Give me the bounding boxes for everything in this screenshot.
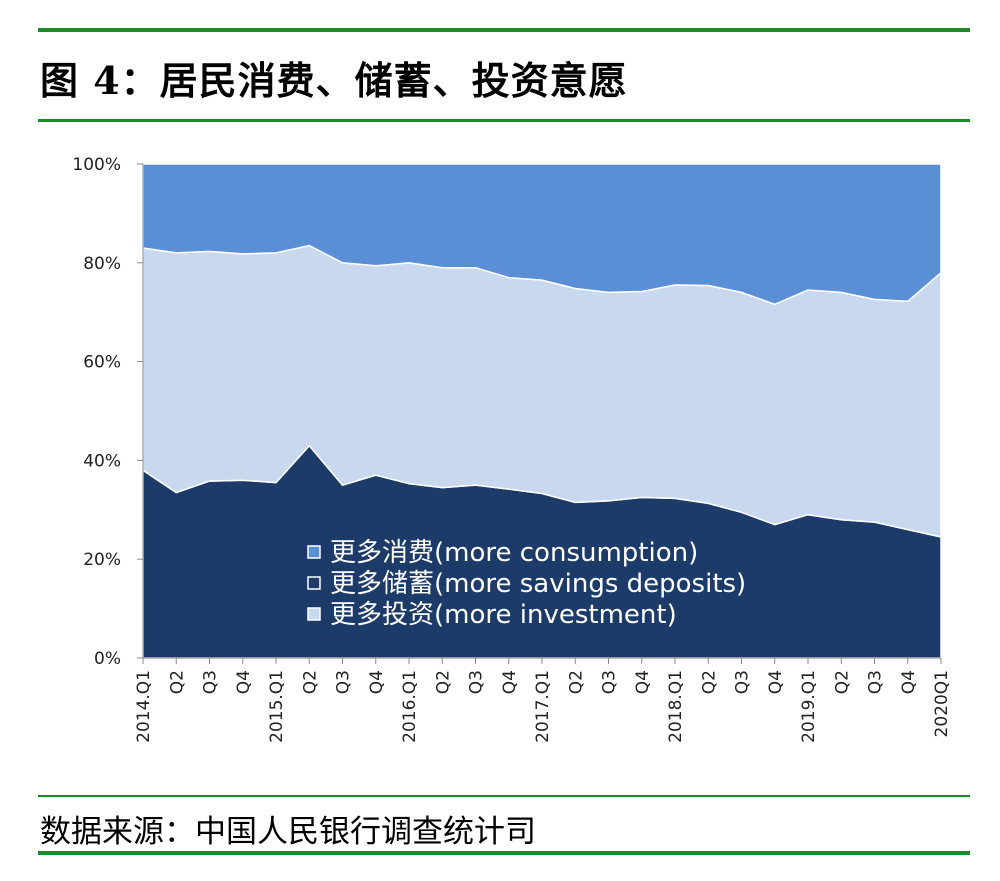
- y-tick-label: 80%: [83, 254, 121, 274]
- legend-swatch-savings: [307, 576, 321, 590]
- legend-label-investment: 更多投资(more investment): [330, 600, 677, 630]
- title-rule: [38, 119, 970, 122]
- legend-label-savings: 更多储蓄(more savings deposits): [330, 569, 746, 599]
- x-tick-label: Q4: [234, 670, 254, 694]
- x-tick-label: Q3: [467, 670, 487, 694]
- x-tick-label: 2019.Q1: [799, 670, 819, 743]
- x-tick-label: 2020Q1: [932, 670, 952, 737]
- data-source: 数据来源：中国人民银行调查统计司: [40, 814, 536, 850]
- x-tick-label: Q3: [733, 670, 753, 694]
- y-tick-label: 20%: [83, 550, 121, 570]
- x-tick-label: 2018.Q1: [666, 670, 686, 743]
- x-tick-label: 2014.Q1: [134, 670, 154, 743]
- area-layers: [142, 163, 942, 659]
- axes: [137, 163, 942, 664]
- area-consumption: [142, 163, 942, 306]
- source-rule-top: [38, 795, 970, 797]
- legend-label-consumption: 更多消费(more consumption): [330, 538, 698, 568]
- x-tick-label: 2017.Q1: [533, 670, 553, 743]
- x-tick-label: Q4: [367, 670, 387, 694]
- x-tick-label: 2015.Q1: [267, 670, 287, 743]
- top-rule: [38, 28, 970, 32]
- x-tick-label: Q4: [766, 670, 786, 694]
- x-tick-label: Q2: [566, 670, 586, 694]
- x-tick-label: 2016.Q1: [400, 670, 420, 743]
- x-tick-label: Q3: [334, 670, 354, 694]
- x-tick-label: Q3: [600, 670, 620, 694]
- x-tick-label: Q2: [167, 670, 187, 694]
- tick-labels: 0% 20% 40% 60% 80% 100% 2014.Q1 Q2 Q3 Q4 2015.Q1 Q2…: [72, 155, 952, 743]
- chart-title: 图 4：居民消费、储蓄、投资意愿: [40, 58, 628, 103]
- legend: 更多消费(more consumption)更多储蓄(more savings …: [307, 538, 746, 630]
- y-tick-label: 0%: [94, 649, 121, 669]
- x-tick-label: Q4: [633, 670, 653, 694]
- legend-swatch-consumption: [307, 545, 321, 559]
- x-tick-label: Q3: [201, 670, 221, 694]
- y-tick-label: 100%: [72, 155, 121, 175]
- y-tick-label: 60%: [83, 353, 121, 373]
- x-tick-label: Q4: [899, 670, 919, 694]
- x-tick-label: Q3: [866, 670, 886, 694]
- x-tick-label: Q2: [699, 670, 719, 694]
- x-tick-label: Q2: [832, 670, 852, 694]
- x-tick-label: Q4: [500, 670, 520, 694]
- legend-swatch-investment: [307, 607, 321, 621]
- x-tick-label: Q2: [433, 670, 453, 694]
- y-tick-label: 40%: [83, 451, 121, 471]
- bottom-rule: [38, 851, 970, 855]
- x-tick-label: Q2: [300, 670, 320, 694]
